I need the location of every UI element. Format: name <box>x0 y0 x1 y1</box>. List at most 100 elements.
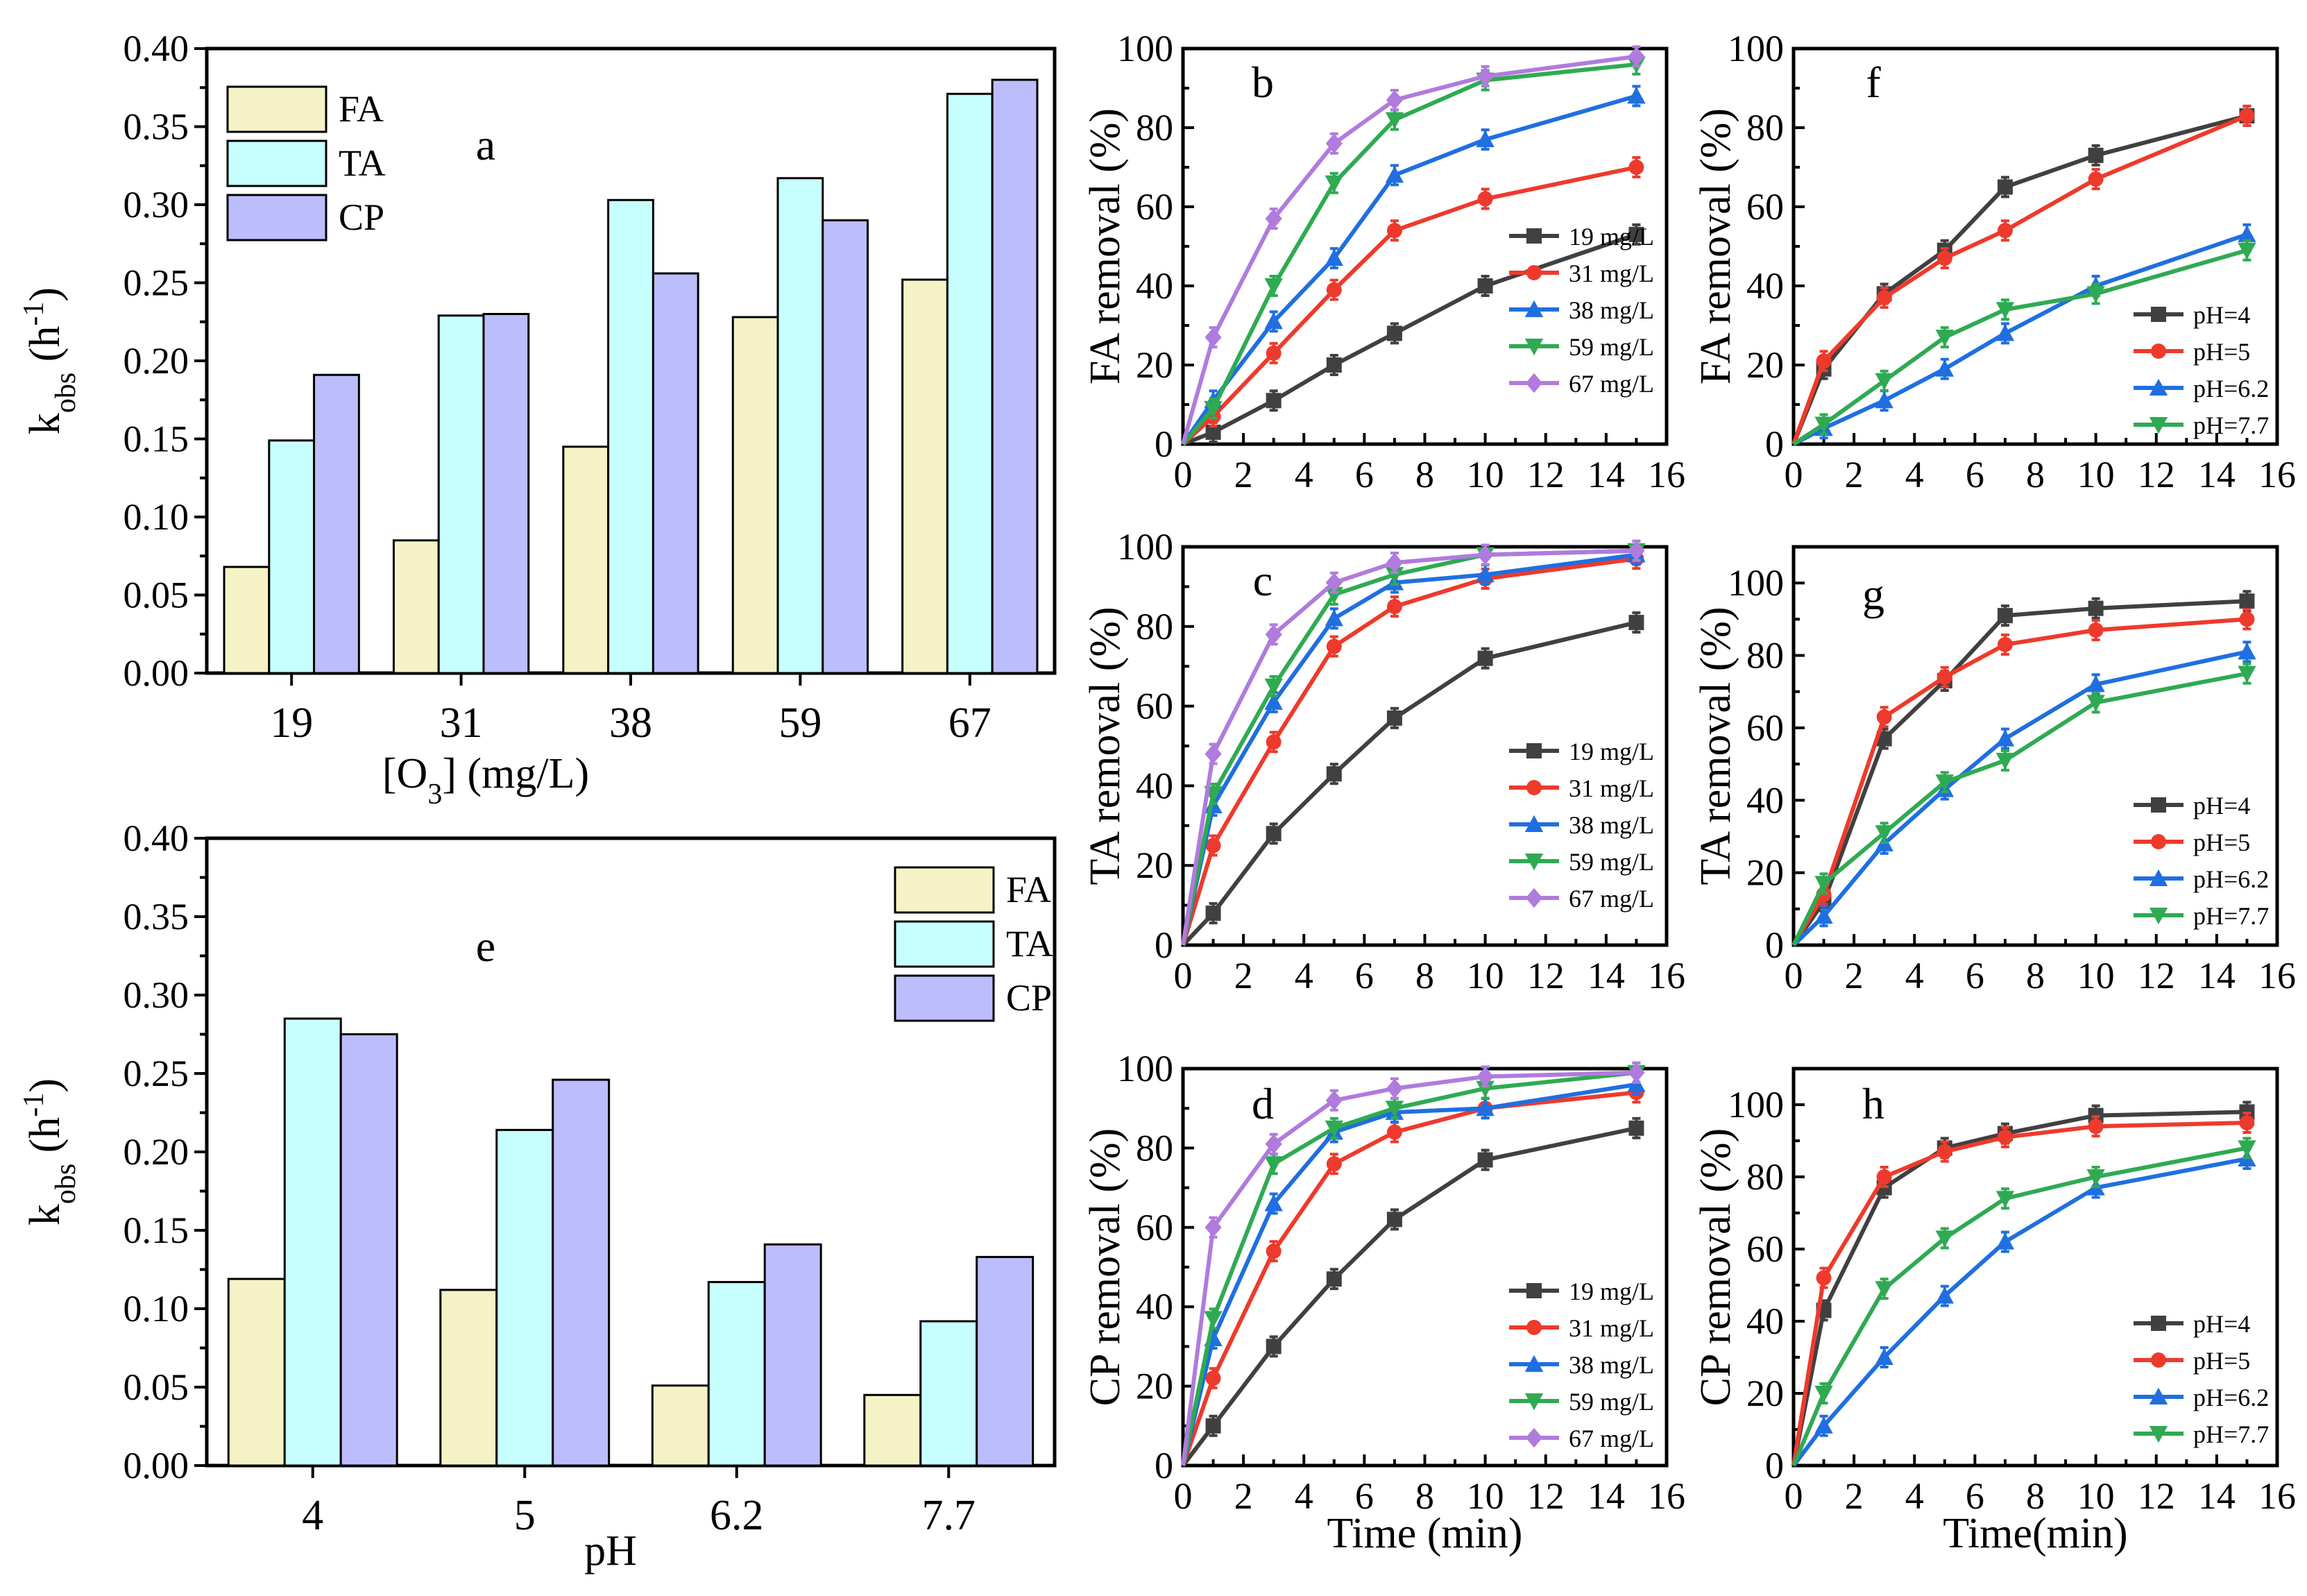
y-tick-label: 60 <box>1746 186 1784 228</box>
data-point <box>1997 608 2013 624</box>
data-point <box>1205 906 1221 922</box>
legend-label-67-mg-l: 67 mg/L <box>1569 1425 1654 1452</box>
y-tick-label: 40 <box>1746 265 1784 307</box>
y-tick-label: 40 <box>1136 1286 1173 1327</box>
data-point <box>1997 223 2013 239</box>
x-tick-label: 8 <box>1415 955 1434 996</box>
data-point <box>1325 1090 1343 1111</box>
legend-label-19-mg-l: 19 mg/L <box>1569 738 1654 765</box>
data-point <box>1385 1101 1404 1118</box>
legend-marker-59-mg-l <box>1524 1393 1544 1411</box>
data-point <box>1264 1156 1283 1173</box>
data-point <box>1266 345 1282 361</box>
y-tick-label: 20 <box>1136 344 1173 386</box>
legend-label-19-mg-l: 19 mg/L <box>1569 223 1654 251</box>
bar-ta-67 <box>946 92 994 674</box>
y-tick-label: 0.25 <box>124 262 189 304</box>
y-tick-label: 20 <box>1136 1366 1173 1407</box>
data-point <box>1326 1156 1342 1172</box>
data-point <box>1385 112 1404 129</box>
data-point <box>2239 593 2255 609</box>
data-point <box>1264 693 1283 710</box>
data-point <box>1266 734 1282 750</box>
bar-cp-6.2 <box>763 1243 822 1467</box>
data-point <box>1205 424 1221 440</box>
data-point <box>2088 600 2104 616</box>
bar-ta-19 <box>268 439 316 674</box>
series-line <box>1791 599 2247 946</box>
data-point <box>1477 191 1493 207</box>
series-19-mg-l <box>1181 1117 1644 1467</box>
y-tick-label: 60 <box>1746 1228 1784 1270</box>
x-tick-label: 16 <box>2258 1475 2296 1517</box>
legend-label-67-mg-l: 67 mg/L <box>1569 885 1654 912</box>
legend-label-ph-7-7: pH=7.7 <box>2193 411 2269 439</box>
y-tick-label: 100 <box>1117 526 1173 568</box>
data-point <box>1936 251 1952 266</box>
series-ph-4 <box>1791 590 2255 946</box>
series-67-mg-l <box>1181 539 1645 946</box>
data-point <box>1477 278 1493 294</box>
x-tick-label: 12 <box>1527 1475 1565 1517</box>
series-line <box>1792 232 2248 446</box>
y-axis-label: kobs (h-1) <box>18 287 82 434</box>
data-point <box>2239 108 2255 124</box>
data-point <box>1204 327 1222 348</box>
y-axis-label: kobs (h-1) <box>18 1078 82 1225</box>
legend-marker-19-mg-l <box>1526 1283 1542 1298</box>
series-ph-6-2 <box>1791 1148 2256 1467</box>
data-point <box>1997 1129 2013 1145</box>
legend-marker-19-mg-l <box>1526 743 1542 758</box>
legend-label-ph-6-2: pH=6.2 <box>2193 865 2269 893</box>
series-ph-5 <box>1791 104 2255 445</box>
data-point <box>1264 278 1283 296</box>
legend-marker-67-mg-l <box>1525 1427 1543 1448</box>
x-tick-label: 2 <box>1234 1475 1253 1517</box>
data-point <box>1875 373 1893 390</box>
data-point <box>1995 729 2015 747</box>
y-tick-label: 0.00 <box>124 652 189 694</box>
x-tick-label: 4 <box>1295 454 1313 495</box>
bar-ta-59 <box>776 177 824 674</box>
legend-label-38-mg-l: 38 mg/L <box>1569 296 1654 324</box>
legend-label-cp: CP <box>339 196 384 238</box>
legend-label-ph-7-7: pH=7.7 <box>2193 902 2269 930</box>
legend-label-ta: TA <box>339 142 386 184</box>
legend-label-cp: CP <box>1006 977 1052 1019</box>
x-tick-label: 4 <box>1905 454 1924 495</box>
legend-label-38-mg-l: 38 mg/L <box>1569 811 1654 839</box>
y-tick-label: 0.40 <box>124 817 189 859</box>
x-tick-label: 0 <box>1174 955 1193 996</box>
data-point <box>1935 1287 1955 1304</box>
legend-marker-ph-5 <box>2151 834 2166 849</box>
x-tick-label: 10 <box>2077 454 2115 495</box>
data-point <box>1266 1339 1282 1355</box>
data-point <box>2238 1140 2256 1157</box>
series-line <box>1791 671 2248 946</box>
data-point <box>1476 565 1495 583</box>
x-tick-label: 16 <box>2258 955 2296 996</box>
legend-marker-ph-7-7 <box>2149 417 2168 434</box>
series-line <box>1792 248 2248 446</box>
x-tick-label: 10 <box>1467 955 1504 996</box>
y-axis-label: TA removal (%) <box>1082 606 1129 885</box>
legend-marker-38-mg-l <box>1524 815 1544 832</box>
data-point <box>1265 208 1282 229</box>
x-tick-label: 0 <box>1174 1475 1193 1517</box>
bar-cp-5 <box>552 1078 611 1467</box>
x-tick-label: 6 <box>1966 955 1984 996</box>
data-point <box>1995 324 2015 341</box>
y-axis-label: CP removal (%) <box>1692 1128 1739 1407</box>
series-19-mg-l <box>1181 611 1644 947</box>
x-tick-label: 4 <box>1295 955 1313 996</box>
legend-label-38-mg-l: 38 mg/L <box>1569 1351 1654 1379</box>
data-point <box>2086 1169 2105 1187</box>
x-tick-label: 59 <box>778 699 822 747</box>
x-tick-label: 6 <box>1966 1475 1984 1517</box>
data-point <box>1265 624 1282 645</box>
data-point <box>1326 638 1342 654</box>
x-tick-label: 38 <box>609 699 652 747</box>
legend-label-31-mg-l: 31 mg/L <box>1569 774 1654 802</box>
data-point <box>1386 552 1404 573</box>
